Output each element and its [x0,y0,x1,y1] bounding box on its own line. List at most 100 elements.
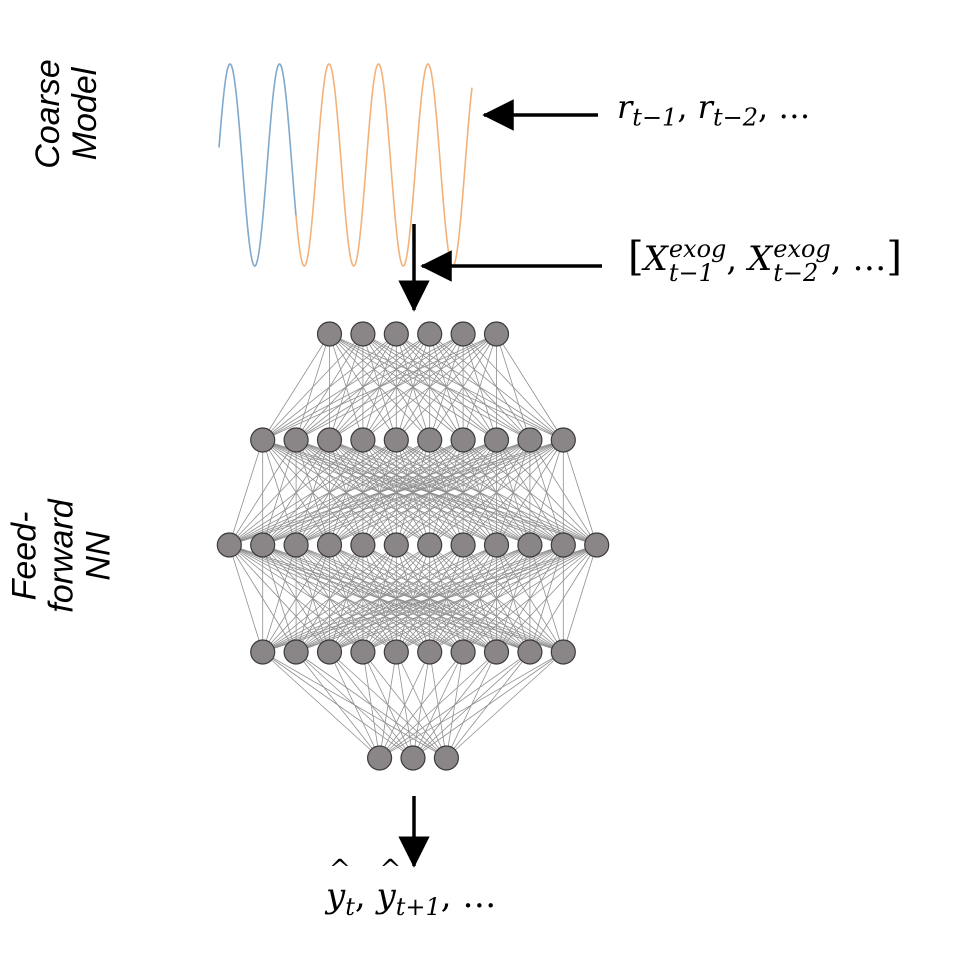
sinusoid-forecast-segment [295,63,473,267]
network-edge [429,333,497,441]
network-edge [262,544,430,653]
network-node-layer-4 [550,639,576,665]
network-edge [446,651,564,759]
network-node-layer-4 [517,639,543,665]
network-edge [228,439,264,546]
exog-comma-2: , [830,239,842,279]
network-node-layer-4 [383,639,409,665]
output-ellipsis: … [462,876,497,916]
network-edge [228,544,264,653]
output-sub-2: t+1 [395,892,441,921]
network-edge [262,333,397,441]
network-edge [396,333,497,441]
network-edge [362,651,380,759]
network-edge [379,651,431,759]
network-edge [529,544,598,653]
network-edge [262,544,297,653]
network-node-layer-4 [417,639,443,665]
network-edge [262,544,531,653]
network-node-layer-5 [400,745,426,771]
exog-sub-1: t−1 [668,259,714,287]
network-node-layer-1 [350,321,376,347]
network-node-layer-4 [250,639,276,665]
network-edge [379,651,497,759]
network-nodes [216,321,610,771]
exog-comma-1: , [726,239,738,279]
network-node-layer-2 [550,427,576,453]
exog-sup-1: exog [668,235,727,263]
network-edge [262,439,564,546]
residual-comma-1: , [677,88,688,126]
sinusoid-history-segment [218,63,297,267]
network-edge [295,333,497,441]
network-node-layer-3 [383,532,409,558]
exog-sub-2: t−2 [773,259,819,287]
network-node-layer-4 [450,639,476,665]
network-edge [295,544,597,653]
residual-sub-2: t−2 [712,103,758,132]
network-edge [262,333,497,441]
output-var-2: y [376,876,396,916]
network-node-layer-3 [450,532,476,558]
output-comma-2: , [440,876,452,916]
network-node-layer-2 [350,427,376,453]
network-node-layer-4 [316,639,343,665]
network-node-layer-3 [350,532,376,558]
network-edge [396,439,564,546]
network-node-layer-3 [417,532,443,558]
network-edge [379,651,464,759]
network-edge [429,439,564,546]
arrows [398,99,602,868]
network-edge [228,439,297,546]
network-node-layer-4 [283,639,309,665]
network-edge [295,439,564,546]
network-edge [262,651,380,759]
exog-var-1: X [643,239,668,279]
network-edge [529,439,564,546]
network-edge [229,439,497,546]
output-comma-1: , [354,876,366,916]
network-edge [329,544,597,653]
network-edges [228,333,598,759]
residual-var-1: r [617,88,633,126]
network-edge [262,544,364,653]
network-node-layer-2 [517,427,543,453]
network-edge [229,439,330,546]
network-edge [229,439,564,546]
output-hat-1: ^ [329,855,351,885]
residual-var-2: r [697,88,713,126]
network-edge [229,439,397,546]
network-edge [229,439,531,546]
exog-var-2: X [748,239,773,279]
residual-comma-2: , [758,88,769,126]
feed-forward-nn-label: Feed- forward NN [5,499,118,613]
network-edge [429,544,597,653]
network-edge [262,544,397,653]
network-edge [562,439,598,546]
network-edge [329,651,380,759]
network-edge [362,439,564,546]
network-edge [262,544,330,653]
network-edge [496,544,597,653]
network-edge [562,544,598,653]
feed-forward-network [216,321,610,771]
exog-bracket-open: [ [628,234,644,280]
network-edge [262,333,430,441]
network-edge [295,651,380,759]
network-node-layer-2 [283,427,309,453]
network-node-layer-4 [483,639,510,665]
residual-sub-1: t−1 [632,103,678,132]
network-node-layer-1 [383,321,409,347]
network-node-layer-3 [550,532,576,558]
network-node-layer-2 [417,427,443,453]
network-edge [329,333,497,441]
network-node-layer-2 [383,427,409,453]
coarse-model-label: Coarse Model [29,59,104,169]
network-edge [262,544,564,653]
network-edge [262,544,597,653]
network-node-layer-2 [250,427,276,453]
network-node-layer-1 [417,321,443,347]
network-edge [496,439,564,546]
network-node-layer-3 [283,532,309,558]
